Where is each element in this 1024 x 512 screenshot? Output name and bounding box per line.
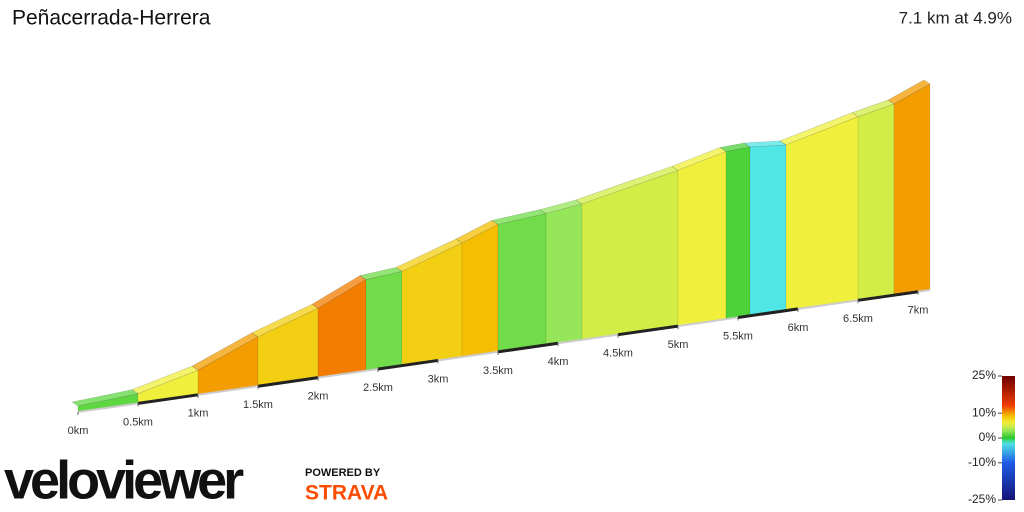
x-tick-label: 1.5km	[243, 399, 273, 411]
chart-subtitle: 7.1 km at 4.9%	[899, 8, 1012, 27]
x-tick-label: 3km	[428, 373, 449, 385]
x-tick-label: 2.5km	[363, 382, 393, 394]
x-tick-label: 5km	[668, 339, 689, 351]
powered-by: POWERED BY	[305, 467, 381, 479]
colorbar-label: -10%	[968, 455, 996, 469]
grade-segment	[677, 151, 727, 327]
x-tick-label: 0km	[68, 425, 89, 437]
grade-segment	[857, 103, 895, 301]
x-tick-label: 5.5km	[723, 330, 753, 342]
base-stripe	[137, 393, 199, 405]
colorbar-label: 25%	[972, 368, 996, 382]
grade-segment	[545, 203, 583, 346]
x-tick-label: 6km	[788, 322, 809, 334]
logo: veloviewer	[4, 450, 244, 510]
strava-logo: STRAVA	[305, 482, 388, 505]
profile	[71, 79, 931, 413]
grade-segment	[893, 83, 931, 296]
grade-segment	[725, 146, 751, 320]
base-stripe	[617, 324, 679, 337]
x-tick-label: 4.5km	[603, 348, 633, 360]
grade-segment	[749, 144, 787, 317]
grade-segment	[497, 213, 547, 353]
base-stripe	[857, 290, 919, 302]
base-stripe	[377, 358, 439, 371]
base-stripe	[737, 307, 799, 319]
colorbar-label: 0%	[979, 430, 997, 444]
top-ridge	[887, 79, 931, 105]
x-tick-label: 7km	[908, 305, 929, 317]
grade-segment	[461, 223, 499, 358]
x-tick-label: 3.5km	[483, 365, 513, 377]
colorbar-label: 10%	[972, 405, 996, 419]
x-tick-label: 2km	[308, 391, 329, 403]
grade-segment	[365, 271, 403, 372]
x-tick-label: 4km	[548, 356, 569, 368]
x-tick-label: 1km	[188, 408, 209, 420]
x-tick-label: 0.5km	[123, 416, 153, 428]
grade-segment	[785, 116, 859, 311]
base-stripe	[257, 376, 319, 388]
grade-segment	[197, 336, 259, 396]
chart-title: Peñacerrada-Herrera	[12, 7, 211, 30]
x-tick-label: 6.5km	[843, 313, 873, 325]
base-stripe	[497, 341, 559, 354]
colorbar	[1002, 376, 1015, 500]
colorbar-label: -25%	[968, 492, 996, 506]
